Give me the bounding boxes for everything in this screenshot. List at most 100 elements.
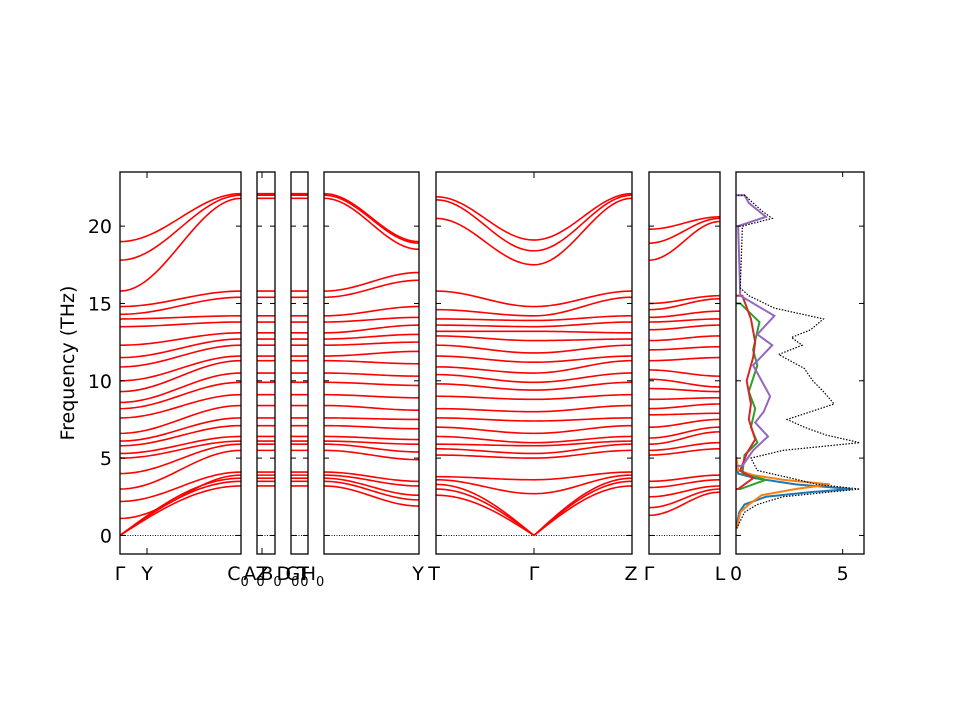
- band-line: [648, 294, 721, 305]
- band-line: [435, 475, 535, 481]
- x-tick-label: Y: [411, 563, 424, 585]
- band-line: [435, 478, 535, 495]
- x-tick-label: Γ: [529, 563, 540, 585]
- band-line: [648, 426, 721, 439]
- band-line: [648, 378, 721, 388]
- band-line: [648, 418, 721, 428]
- band-panel: [290, 171, 309, 555]
- band-line: [323, 393, 420, 399]
- band-line: [648, 356, 721, 362]
- band-line: [648, 318, 721, 323]
- band-line: [649, 397, 720, 401]
- band-line: [323, 372, 420, 377]
- x-tick-label: T: [427, 563, 440, 585]
- band-line: [435, 366, 535, 374]
- dos-x-tick-label: 5: [837, 563, 849, 585]
- band-line: [435, 454, 535, 459]
- band-line: [533, 344, 633, 354]
- band-line: [648, 220, 721, 261]
- band-line: [533, 485, 633, 537]
- x-tick-label: Z: [624, 563, 637, 585]
- band-line: [533, 393, 633, 401]
- x-tick-label: Z: [255, 563, 268, 585]
- band-line: [323, 305, 420, 317]
- band-line: [648, 387, 721, 393]
- band-line: [119, 480, 242, 537]
- band-line: [323, 477, 420, 497]
- band-line: [648, 217, 721, 244]
- band-line: [119, 290, 242, 308]
- band-line: [435, 395, 535, 401]
- band-line: [648, 369, 721, 377]
- band-lines: [291, 192, 308, 487]
- band-line: [533, 321, 633, 328]
- band-line: [119, 449, 242, 490]
- band-line: [534, 330, 632, 334]
- band-panel: [648, 171, 721, 555]
- band-line: [323, 271, 420, 292]
- band-panel: [256, 171, 276, 555]
- band-line: [533, 290, 633, 308]
- band-lines: [648, 216, 721, 517]
- band-line: [119, 404, 242, 435]
- band-line: [648, 485, 721, 498]
- band-line: [323, 359, 420, 365]
- band-line: [435, 448, 535, 455]
- band-line: [533, 372, 633, 384]
- band-line: [533, 417, 633, 422]
- band-line: [435, 308, 535, 317]
- band-line: [435, 435, 535, 444]
- y-tick-label: 20: [88, 216, 112, 238]
- band-line: [323, 324, 420, 334]
- y-axis-label: Frequency (THz): [57, 286, 79, 441]
- band-line: [533, 359, 633, 374]
- dos-partial-curve: [735, 194, 776, 467]
- band-line: [435, 407, 535, 413]
- band-panel: [323, 171, 420, 555]
- band-line: [119, 417, 242, 442]
- band-line: [323, 440, 420, 445]
- band-line: [533, 355, 633, 364]
- band-panel-frame: [290, 171, 309, 555]
- band-line: [119, 332, 242, 347]
- band-line: [323, 443, 420, 453]
- band-line: [648, 298, 721, 311]
- band-line: [648, 412, 721, 416]
- band-line: [119, 344, 242, 368]
- band-line: [648, 441, 721, 452]
- band-line: [119, 471, 242, 503]
- band-line: [119, 381, 242, 410]
- band-line: [119, 393, 242, 419]
- band-line: [648, 478, 721, 489]
- band-line: [533, 480, 633, 537]
- band-panel-frame: [256, 171, 276, 555]
- band-line: [323, 485, 420, 507]
- band-line: [648, 345, 721, 351]
- x-tick-label: C0: [227, 563, 249, 590]
- band-line: [435, 335, 535, 342]
- band-line: [533, 296, 633, 317]
- band-line: [119, 372, 242, 404]
- band-line: [323, 341, 420, 347]
- band-line: [435, 426, 535, 435]
- band-line: [323, 424, 420, 430]
- band-line: [533, 404, 633, 413]
- band-line: [119, 296, 242, 316]
- band-panel: [435, 171, 633, 555]
- band-line: [435, 344, 535, 354]
- band-line: [119, 355, 242, 382]
- band-line: [119, 338, 242, 359]
- band-line: [533, 471, 633, 481]
- band-line: [323, 316, 420, 323]
- band-line: [534, 338, 632, 342]
- band-lines: [435, 192, 633, 537]
- dos-frame: [735, 171, 865, 555]
- y-tick-label: 15: [88, 293, 112, 315]
- band-line: [323, 474, 420, 487]
- band-line: [323, 192, 420, 243]
- band-line: [533, 424, 633, 435]
- band-line: [435, 355, 535, 364]
